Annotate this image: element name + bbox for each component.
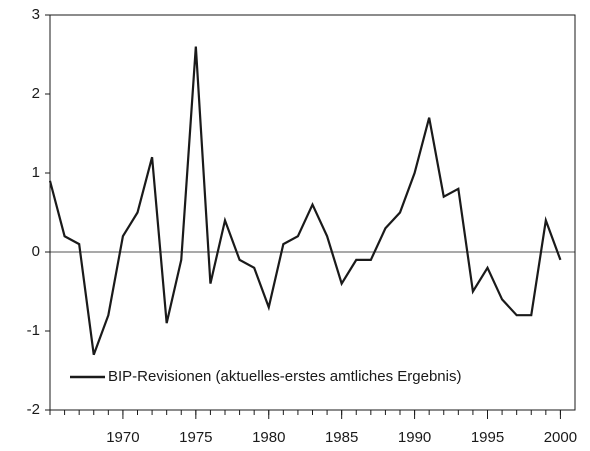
y-tick-label: -1 (27, 322, 40, 339)
x-tick-label: 1990 (398, 429, 431, 446)
x-tick-label: 1985 (325, 429, 358, 446)
x-tick-label: 1975 (179, 429, 212, 446)
y-tick-label: 0 (32, 243, 40, 260)
plot-frame (49, 14, 576, 411)
x-tick-label: 2000 (544, 429, 577, 446)
y-tick-label: 2 (32, 85, 40, 102)
x-tick-label: 1995 (471, 429, 504, 446)
x-tick-label: 1980 (252, 429, 285, 446)
y-tick-label: 3 (32, 6, 40, 23)
x-tick-label: 1970 (106, 429, 139, 446)
data-line (48, 46, 562, 356)
y-tick-label: -2 (27, 401, 40, 418)
y-tick-label: 1 (32, 164, 40, 181)
legend-label: BIP-Revisionen (aktuelles-erstes amtlich… (108, 368, 461, 385)
